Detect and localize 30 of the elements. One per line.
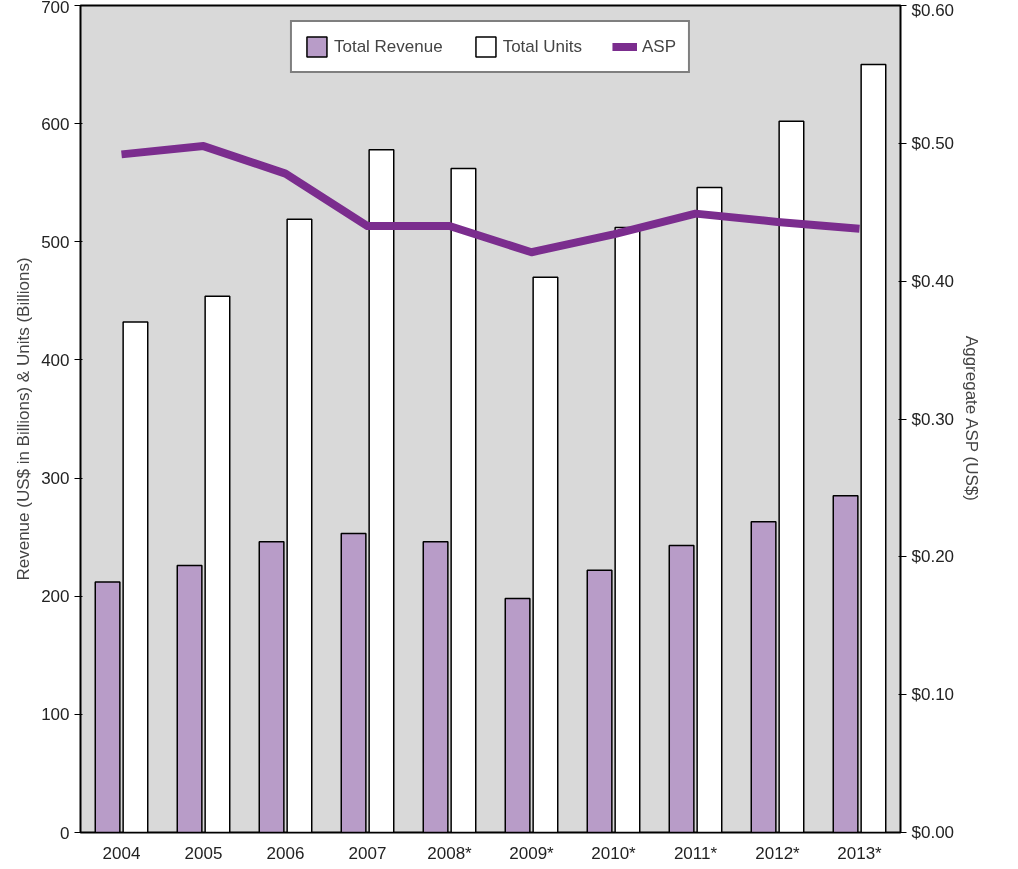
x-tick-label: 2009* (509, 843, 555, 863)
y2-axis-title: Aggregate ASP (US$) (962, 335, 982, 501)
y-tick-label: 300 (41, 469, 70, 489)
x-tick-label: 2010* (591, 843, 637, 863)
legend-label: Total Revenue (333, 36, 443, 57)
x-tick-label: 2013* (837, 843, 883, 863)
y-tick-label: 200 (41, 587, 70, 607)
y-tick-label: 600 (41, 114, 70, 134)
y-tick-label: 0 (60, 823, 70, 843)
legend-label: ASP (642, 36, 677, 57)
x-tick-label: 2008* (427, 843, 473, 863)
y2-tick-label: $0.10 (911, 685, 955, 705)
y2-tick-label: $0.50 (911, 133, 955, 153)
y2-tick-label: $0.00 (911, 823, 955, 842)
y2-tick-label: $0.60 (911, 0, 955, 20)
x-tick-label: 2005 (184, 843, 223, 863)
y-tick-label: 100 (41, 705, 70, 725)
y2-tick-label: $0.40 (911, 271, 955, 291)
y-tick-label: 500 (41, 232, 70, 252)
y-tick-label: 700 (41, 0, 70, 17)
y2-tick-label: $0.20 (911, 547, 955, 567)
x-tick-label: 2007 (348, 843, 387, 863)
legend-label: Total Units (502, 36, 583, 57)
x-tick-label: 2012* (755, 843, 801, 863)
x-tick-label: 2011* (673, 843, 718, 863)
y-axis-title: Revenue (US$ in Billions) & Units (Billions) (14, 257, 34, 581)
y-tick-label: 400 (41, 350, 70, 370)
x-tick-label: 2004 (102, 843, 141, 863)
x-tick-label: 2006 (266, 843, 305, 863)
y2-tick-label: $0.30 (911, 409, 955, 429)
